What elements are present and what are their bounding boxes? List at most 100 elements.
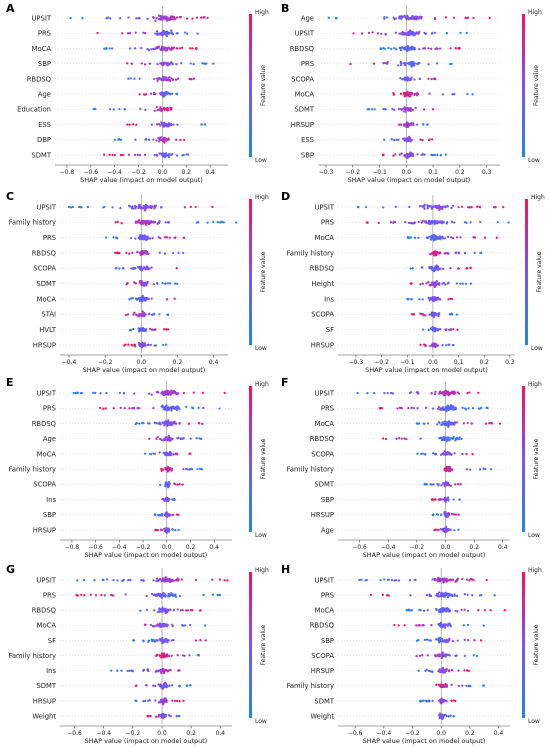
shap-point <box>451 639 455 643</box>
shap-point <box>110 47 114 50</box>
shap-point <box>382 437 385 440</box>
x-tick-label: −0.2 <box>374 359 389 366</box>
shap-point <box>211 205 214 209</box>
shap-point <box>441 93 445 96</box>
shap-point <box>192 62 195 66</box>
shap-point <box>162 138 165 142</box>
shap-point <box>397 107 400 111</box>
shap-point <box>145 684 148 687</box>
shap-point <box>405 125 408 129</box>
shap-point <box>164 15 167 18</box>
shap-point <box>96 31 99 35</box>
shap-point <box>439 624 442 627</box>
shap-point <box>140 46 143 50</box>
shap-point <box>450 594 453 597</box>
x-tick-label: −0.2 <box>131 169 146 176</box>
shap-point <box>448 343 451 346</box>
x-tick-label: −0.1 <box>400 359 415 366</box>
shap-point <box>358 578 361 582</box>
shap-point <box>160 392 163 395</box>
shap-point <box>77 205 81 209</box>
shap-point <box>141 222 144 225</box>
shap-point <box>407 221 411 225</box>
shap-point <box>155 593 159 596</box>
shap-point <box>484 422 488 425</box>
shap-point <box>443 420 447 423</box>
shap-point <box>412 407 416 410</box>
shap-point <box>444 591 447 594</box>
feature-label: STAI <box>41 311 56 319</box>
shap-point <box>446 596 450 599</box>
shap-point <box>223 391 226 395</box>
shap-point <box>349 62 352 66</box>
shap-point <box>383 138 386 141</box>
shap-point <box>163 609 166 612</box>
shap-point <box>408 155 411 158</box>
x-tick-label: 0.2 <box>181 169 191 176</box>
x-tick-label: 0.2 <box>173 359 183 366</box>
shap-point <box>434 236 437 239</box>
shap-point <box>156 282 159 285</box>
shap-point <box>141 294 145 298</box>
shap-point <box>139 609 142 612</box>
x-tick-label: 0.0 <box>428 359 438 366</box>
feature-label: SCOPA <box>311 450 334 458</box>
shap-point <box>211 578 214 581</box>
shap-point <box>179 47 182 50</box>
shap-point <box>433 77 436 80</box>
shap-point <box>191 17 194 20</box>
shap-point <box>430 252 434 255</box>
shap-point <box>146 343 149 347</box>
shap-point <box>162 91 166 95</box>
shap-point <box>166 497 169 500</box>
shap-point <box>154 92 157 96</box>
shap-point <box>194 205 197 209</box>
shap-point <box>158 684 162 688</box>
shap-point <box>71 205 74 209</box>
shap-point <box>137 204 141 207</box>
shap-point <box>192 391 196 394</box>
shap-point <box>446 639 449 642</box>
shap-point <box>169 437 172 441</box>
shap-point <box>440 591 443 595</box>
shap-point <box>122 391 126 395</box>
shap-point <box>417 236 420 240</box>
shap-point <box>144 281 147 285</box>
shap-point <box>460 205 464 208</box>
shap-point <box>156 528 159 532</box>
shap-point <box>112 236 115 239</box>
shap-point <box>404 76 407 79</box>
shap-point <box>132 313 135 316</box>
shap-point <box>409 236 413 239</box>
shap-point <box>445 580 448 583</box>
shap-point <box>140 300 144 303</box>
shap-point <box>158 451 161 454</box>
shap-point <box>155 422 158 425</box>
shap-point <box>174 78 178 81</box>
shap-point <box>218 407 221 410</box>
x-tick-label: −0.6 <box>352 544 367 551</box>
shap-point <box>429 670 432 673</box>
shap-point <box>381 153 385 157</box>
shap-point <box>171 513 175 517</box>
x-tick-label: 0.3 <box>505 359 515 366</box>
shap-point <box>395 48 398 51</box>
shap-point <box>181 624 185 627</box>
shap-point <box>201 62 204 65</box>
shap-point <box>360 578 363 581</box>
shap-point <box>404 107 408 110</box>
shap-point <box>393 138 396 142</box>
shap-point <box>164 530 168 534</box>
shap-point <box>448 312 452 316</box>
shap-point <box>108 17 112 20</box>
shap-point <box>146 236 149 239</box>
panel-f: F UPSIT PRS MoCA RBDSQ SCOPA Family history SDM… <box>281 376 542 559</box>
shap-point <box>443 593 447 596</box>
shap-point <box>157 579 160 582</box>
shap-point <box>157 221 161 225</box>
shap-point <box>147 138 151 141</box>
shap-point <box>448 637 451 640</box>
shap-point <box>189 437 192 440</box>
shap-point <box>69 16 72 20</box>
shap-point <box>479 220 482 224</box>
